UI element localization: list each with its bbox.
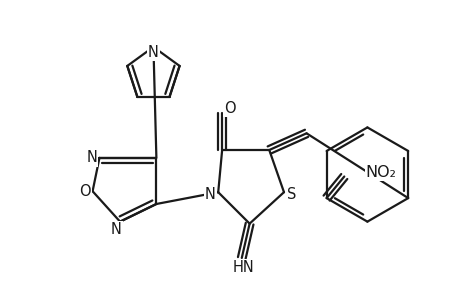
Text: N: N — [86, 150, 97, 165]
Text: S: S — [286, 187, 296, 202]
Text: N: N — [148, 45, 158, 60]
Text: N: N — [111, 222, 121, 237]
Text: N: N — [205, 187, 215, 202]
Text: NO₂: NO₂ — [365, 165, 396, 180]
Text: O: O — [79, 184, 90, 199]
Text: HN: HN — [232, 260, 254, 275]
Text: O: O — [224, 101, 235, 116]
